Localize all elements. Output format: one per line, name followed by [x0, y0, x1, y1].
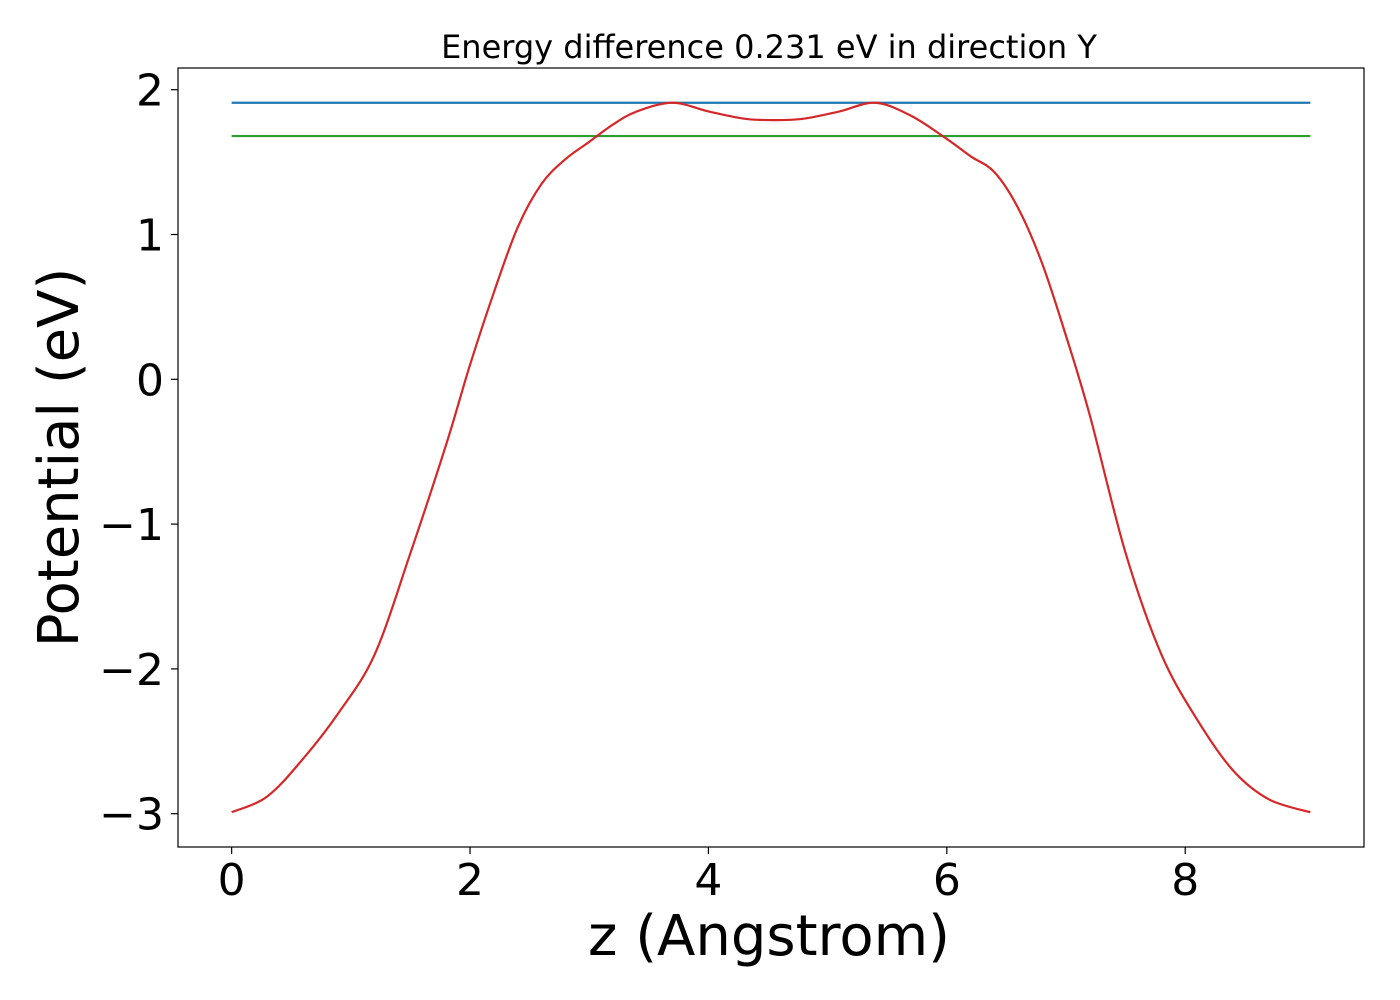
- x-axis-label: z (Angstrom): [588, 904, 950, 969]
- x-tick-label: 6: [933, 855, 961, 906]
- plot-frame: [177, 67, 1365, 848]
- x-tick-label: 4: [694, 855, 722, 906]
- y-tick-label: 2: [136, 66, 164, 117]
- y-axis-ticks: −3 −2 −1 0 1 2: [99, 66, 178, 841]
- y-tick-label: −1: [99, 500, 164, 551]
- x-tick-label: 8: [1171, 855, 1199, 906]
- y-tick-label: 0: [136, 355, 164, 406]
- x-tick-label: 2: [456, 855, 484, 906]
- series-layer: [231, 101, 1311, 814]
- y-tick-label: 1: [136, 211, 164, 262]
- series-line-2: [231, 101, 1311, 814]
- y-tick-label: −3: [99, 790, 164, 841]
- chart-title: Energy difference 0.231 eV in direction …: [441, 28, 1097, 66]
- x-tick-label: 0: [218, 855, 246, 906]
- y-axis-label: Potential (eV): [27, 268, 92, 648]
- y-tick-label: −2: [99, 645, 164, 696]
- x-axis-ticks: 0 2 4 6 8: [218, 847, 1199, 906]
